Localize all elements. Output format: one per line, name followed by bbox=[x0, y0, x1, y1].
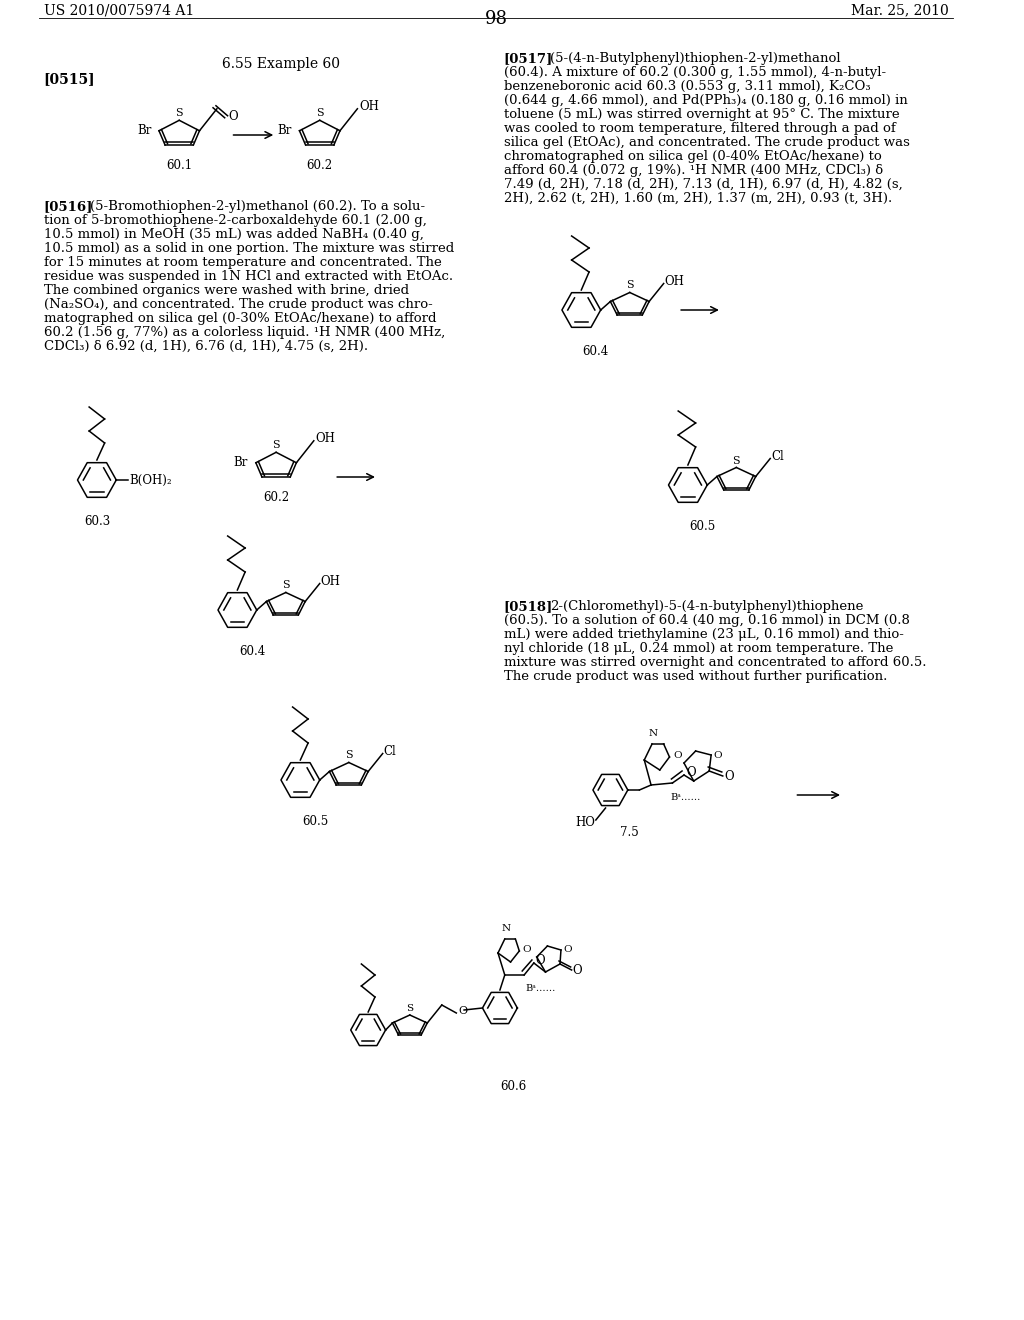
Text: OH: OH bbox=[315, 432, 336, 445]
Text: 98: 98 bbox=[484, 11, 508, 28]
Text: 60.5: 60.5 bbox=[302, 814, 328, 828]
Text: S: S bbox=[732, 455, 740, 466]
Text: for 15 minutes at room temperature and concentrated. The: for 15 minutes at room temperature and c… bbox=[44, 256, 441, 269]
Text: benzeneboronic acid 60.3 (0.553 g, 3.11 mmol), K₂CO₃: benzeneboronic acid 60.3 (0.553 g, 3.11 … bbox=[504, 81, 870, 92]
Text: (0.644 g, 4.66 mmol), and Pd(PPh₃)₄ (0.180 g, 0.16 mmol) in: (0.644 g, 4.66 mmol), and Pd(PPh₃)₄ (0.1… bbox=[504, 94, 907, 107]
Text: [0516]: [0516] bbox=[44, 201, 93, 213]
Text: S: S bbox=[175, 108, 183, 119]
Text: (Na₂SO₄), and concentrated. The crude product was chro-: (Na₂SO₄), and concentrated. The crude pr… bbox=[44, 298, 432, 312]
Text: S: S bbox=[626, 281, 634, 290]
Text: (60.4). A mixture of 60.2 (0.300 g, 1.55 mmol), 4-n-butyl-: (60.4). A mixture of 60.2 (0.300 g, 1.55… bbox=[504, 66, 886, 79]
Text: HO: HO bbox=[575, 816, 595, 829]
Text: nyl chloride (18 μL, 0.24 mmol) at room temperature. The: nyl chloride (18 μL, 0.24 mmol) at room … bbox=[504, 642, 893, 655]
Text: O: O bbox=[686, 767, 695, 780]
Text: N: N bbox=[501, 924, 510, 933]
Text: OH: OH bbox=[665, 275, 684, 288]
Text: O: O bbox=[572, 965, 583, 978]
Text: Mar. 25, 2010: Mar. 25, 2010 bbox=[851, 3, 948, 17]
Text: 6.55 Example 60: 6.55 Example 60 bbox=[222, 57, 340, 71]
Text: silica gel (EtOAc), and concentrated. The crude product was: silica gel (EtOAc), and concentrated. Th… bbox=[504, 136, 909, 149]
Text: 60.5: 60.5 bbox=[689, 520, 716, 533]
Text: mL) were added triethylamine (23 μL, 0.16 mmol) and thio-: mL) were added triethylamine (23 μL, 0.1… bbox=[504, 628, 903, 642]
Text: O: O bbox=[536, 954, 546, 968]
Text: 60.4: 60.4 bbox=[583, 345, 609, 358]
Text: toluene (5 mL) was stirred overnight at 95° C. The mixture: toluene (5 mL) was stirred overnight at … bbox=[504, 108, 899, 121]
Text: N: N bbox=[648, 729, 657, 738]
Text: CDCl₃) δ 6.92 (d, 1H), 6.76 (d, 1H), 4.75 (s, 2H).: CDCl₃) δ 6.92 (d, 1H), 6.76 (d, 1H), 4.7… bbox=[44, 341, 368, 352]
Text: 7.49 (d, 2H), 7.18 (d, 2H), 7.13 (d, 1H), 6.97 (d, H), 4.82 (s,: 7.49 (d, 2H), 7.18 (d, 2H), 7.13 (d, 1H)… bbox=[504, 178, 902, 191]
Text: Br: Br bbox=[137, 124, 152, 137]
Text: 2H), 2.62 (t, 2H), 1.60 (m, 2H), 1.37 (m, 2H), 0.93 (t, 3H).: 2H), 2.62 (t, 2H), 1.60 (m, 2H), 1.37 (m… bbox=[504, 191, 892, 205]
Text: [0515]: [0515] bbox=[44, 73, 95, 86]
Text: matographed on silica gel (0-30% EtOAc/hexane) to afford: matographed on silica gel (0-30% EtOAc/h… bbox=[44, 312, 436, 325]
Text: 7.5: 7.5 bbox=[621, 826, 639, 840]
Text: 60.6: 60.6 bbox=[501, 1080, 526, 1093]
Text: OH: OH bbox=[321, 576, 341, 587]
Text: B(OH)₂: B(OH)₂ bbox=[129, 474, 171, 487]
Text: (5-(4-n-Butylphenyl)thiophen-2-yl)methanol: (5-(4-n-Butylphenyl)thiophen-2-yl)methan… bbox=[550, 51, 841, 65]
Text: The combined organics were washed with brine, dried: The combined organics were washed with b… bbox=[44, 284, 409, 297]
Text: 60.2: 60.2 bbox=[306, 158, 333, 172]
Text: O: O bbox=[459, 1006, 467, 1016]
Text: 10.5 mmol) in MeOH (35 mL) was added NaBH₄ (0.40 g,: 10.5 mmol) in MeOH (35 mL) was added NaB… bbox=[44, 228, 424, 242]
Text: mixture was stirred overnight and concentrated to afford 60.5.: mixture was stirred overnight and concen… bbox=[504, 656, 927, 669]
Text: S: S bbox=[316, 108, 324, 119]
Text: O: O bbox=[228, 111, 239, 123]
Text: S: S bbox=[272, 441, 280, 450]
Text: Cl: Cl bbox=[771, 450, 784, 463]
Text: 60.2 (1.56 g, 77%) as a colorless liquid. ¹H NMR (400 MHz,: 60.2 (1.56 g, 77%) as a colorless liquid… bbox=[44, 326, 444, 339]
Text: 60.2: 60.2 bbox=[263, 491, 289, 504]
Text: (5-Bromothiophen-2-yl)methanol (60.2). To a solu-: (5-Bromothiophen-2-yl)methanol (60.2). T… bbox=[90, 201, 425, 213]
Text: O: O bbox=[563, 945, 571, 954]
Text: Br: Br bbox=[278, 124, 292, 137]
Text: was cooled to room temperature, filtered through a pad of: was cooled to room temperature, filtered… bbox=[504, 121, 896, 135]
Text: Bᵃ……: Bᵃ…… bbox=[671, 793, 701, 803]
Text: afford 60.4 (0.072 g, 19%). ¹H NMR (400 MHz, CDCl₃) δ: afford 60.4 (0.072 g, 19%). ¹H NMR (400 … bbox=[504, 164, 883, 177]
Text: O: O bbox=[674, 751, 682, 760]
Text: 60.1: 60.1 bbox=[166, 158, 193, 172]
Text: O: O bbox=[522, 945, 530, 954]
Text: O: O bbox=[725, 771, 734, 784]
Text: O: O bbox=[713, 751, 722, 759]
Text: Br: Br bbox=[233, 457, 248, 469]
Text: 60.4: 60.4 bbox=[239, 645, 265, 657]
Text: [0517]: [0517] bbox=[504, 51, 553, 65]
Text: 10.5 mmol) as a solid in one portion. The mixture was stirred: 10.5 mmol) as a solid in one portion. Th… bbox=[44, 242, 454, 255]
Text: chromatographed on silica gel (0-40% EtOAc/hexane) to: chromatographed on silica gel (0-40% EtO… bbox=[504, 150, 882, 162]
Text: Cl: Cl bbox=[384, 744, 396, 758]
Text: S: S bbox=[282, 581, 290, 590]
Text: residue was suspended in 1N HCl and extracted with EtOAc.: residue was suspended in 1N HCl and extr… bbox=[44, 271, 453, 282]
Text: Bᵃ……: Bᵃ…… bbox=[525, 983, 556, 993]
Text: The crude product was used without further purification.: The crude product was used without furth… bbox=[504, 671, 887, 682]
Text: S: S bbox=[407, 1005, 414, 1012]
Text: US 2010/0075974 A1: US 2010/0075974 A1 bbox=[44, 3, 194, 17]
Text: OH: OH bbox=[359, 100, 379, 114]
Text: (60.5). To a solution of 60.4 (40 mg, 0.16 mmol) in DCM (0.8: (60.5). To a solution of 60.4 (40 mg, 0.… bbox=[504, 614, 909, 627]
Text: 2-(Chloromethyl)-5-(4-n-butylphenyl)thiophene: 2-(Chloromethyl)-5-(4-n-butylphenyl)thio… bbox=[550, 601, 863, 612]
Text: tion of 5-bromothiophene-2-carboxaldehyde 60.1 (2.00 g,: tion of 5-bromothiophene-2-carboxaldehyd… bbox=[44, 214, 426, 227]
Text: 60.3: 60.3 bbox=[84, 515, 110, 528]
Text: [0518]: [0518] bbox=[504, 601, 553, 612]
Text: S: S bbox=[345, 751, 352, 760]
